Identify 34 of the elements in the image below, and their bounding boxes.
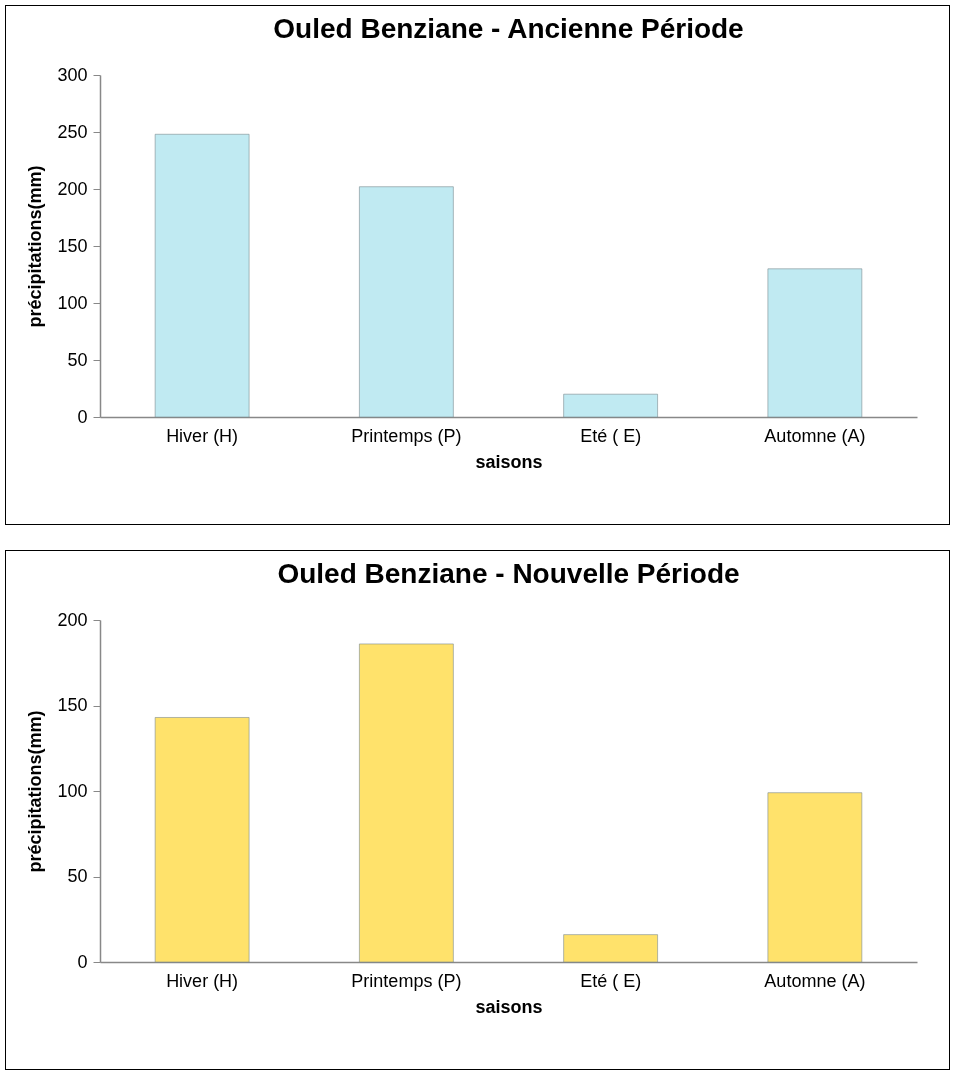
y-axis-title: précipitations(mm) — [25, 710, 46, 873]
y-tick-label: 150 — [57, 235, 88, 256]
y-axis-title: précipitations(mm) — [25, 165, 46, 328]
y-tick-label: 100 — [57, 780, 88, 801]
bar — [359, 186, 454, 418]
y-tick-label: 150 — [57, 695, 88, 715]
x-tick-label: Hiver (H) — [166, 970, 239, 991]
y-tick-label: 200 — [57, 609, 88, 630]
x-tick-label: Eté ( E) — [580, 970, 642, 991]
x-axis-title: saisons — [475, 451, 543, 472]
x-axis-title: saisons — [475, 996, 543, 1017]
x-tick-label: Automne (A) — [764, 970, 866, 991]
y-tick-label: 0 — [77, 951, 88, 972]
y-tick-label: 250 — [57, 121, 88, 142]
chart-title: Ouled Benziane - Ancienne Période — [273, 13, 744, 44]
bar — [359, 643, 454, 963]
bar — [154, 717, 250, 963]
y-tick-label: 300 — [57, 64, 88, 85]
bar — [767, 792, 863, 963]
x-tick-label: Hiver (H) — [166, 425, 239, 446]
y-tick-label: 50 — [67, 349, 88, 370]
x-tick-label: Eté ( E) — [580, 425, 642, 446]
x-tick-label: Printemps (P) — [351, 425, 462, 446]
y-tick-label: 50 — [67, 866, 88, 886]
chart-title: Ouled Benziane - Nouvelle Période — [277, 558, 740, 589]
y-tick-label: 0 — [77, 406, 88, 427]
bar — [154, 133, 250, 418]
bar — [563, 393, 658, 418]
bar — [767, 268, 863, 418]
y-tick-label: 100 — [57, 292, 88, 313]
x-tick-label: Printemps (P) — [351, 970, 462, 991]
y-tick-label: 200 — [57, 178, 88, 199]
bar — [563, 934, 658, 963]
x-tick-label: Automne (A) — [764, 425, 866, 446]
